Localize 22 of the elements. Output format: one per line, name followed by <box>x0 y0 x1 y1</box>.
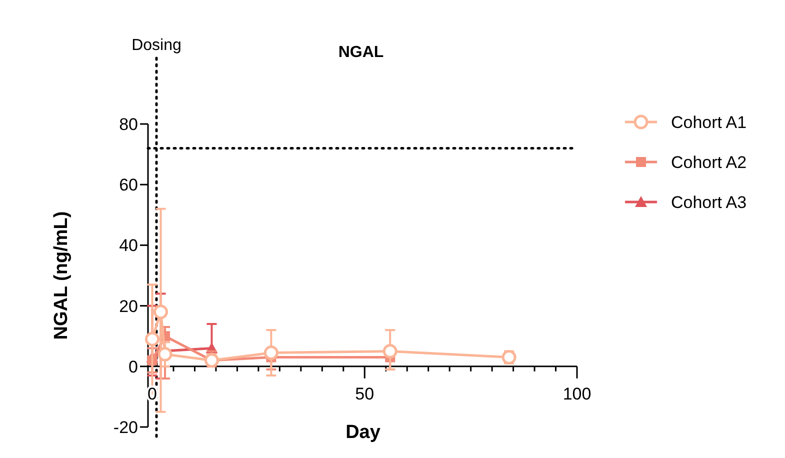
y-tick-label: 0 <box>128 357 138 376</box>
y-tick-label: -20 <box>113 418 138 437</box>
y-tick-label: 60 <box>119 176 138 195</box>
legend-label: Cohort A2 <box>671 153 747 172</box>
ref-line-label: Dosing <box>132 37 182 54</box>
point <box>204 353 219 368</box>
legend-label: Cohort A3 <box>671 193 747 212</box>
x-axis-title: Day <box>346 422 381 443</box>
chart-title: NGAL <box>338 44 384 61</box>
y-axis-title: NGAL (ng/mL) <box>51 211 72 340</box>
y-tick-label: 80 <box>119 115 138 134</box>
point <box>264 346 278 360</box>
point <box>145 332 160 346</box>
x-tick-label: 100 <box>562 384 592 404</box>
x-tick-label: 50 <box>355 384 374 404</box>
point <box>382 344 398 358</box>
y-tick-label: 40 <box>119 236 138 256</box>
point <box>153 304 168 320</box>
legend-label: Cohort A1 <box>671 113 747 132</box>
x-tick-label: 0 <box>148 384 157 404</box>
y-tick-label: 20 <box>119 296 138 316</box>
point <box>158 347 172 362</box>
